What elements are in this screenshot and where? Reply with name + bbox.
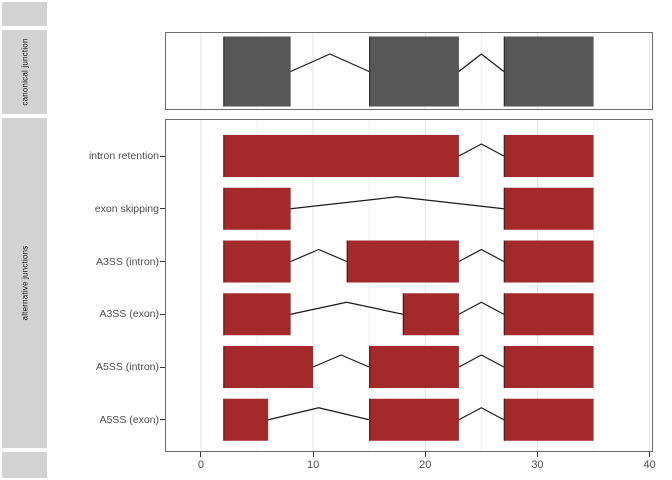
exon-box <box>503 135 594 177</box>
strip-spacer-bottom <box>2 452 47 478</box>
exon-box <box>369 36 459 107</box>
y-tick <box>160 155 165 157</box>
junction-line <box>458 407 505 421</box>
junction-line <box>290 248 347 263</box>
x-tick <box>649 452 651 457</box>
facet-strip-label: canonical junction <box>20 38 29 106</box>
exon-box <box>402 293 459 336</box>
y-axis-label: intron retention <box>88 150 159 162</box>
junction-line <box>458 301 505 315</box>
facet-strip-alternative-junctions: alternative junctions <box>2 118 47 448</box>
exon-box <box>223 135 459 177</box>
strip-spacer-top <box>2 2 47 26</box>
exon-box <box>503 36 594 107</box>
junction-line <box>312 354 370 368</box>
x-tick-label: 40 <box>643 459 656 471</box>
junction-line <box>458 143 505 157</box>
exon-box <box>223 346 314 388</box>
x-tick-label: 20 <box>419 459 432 471</box>
y-axis-label: A3SS (intron) <box>95 255 159 268</box>
exon-box <box>223 293 291 336</box>
x-tick <box>536 452 538 457</box>
junction-line <box>290 53 370 73</box>
x-tick-label: 30 <box>531 459 544 471</box>
panel-canonical-junction <box>165 32 653 110</box>
exon-box <box>223 36 291 107</box>
exon-box <box>223 398 269 441</box>
exon-box <box>503 240 594 283</box>
y-axis-label: A5SS (exon) <box>99 413 159 426</box>
y-axis-label: A5SS (intron) <box>95 361 159 373</box>
x-tick <box>200 452 202 457</box>
junction-line <box>458 354 505 368</box>
panel-border <box>165 119 653 452</box>
x-tick <box>312 452 314 457</box>
junction-line <box>290 301 403 315</box>
y-tick <box>160 208 165 210</box>
panel-alternative-junctions <box>165 119 653 452</box>
junction-line <box>458 53 505 72</box>
junction-line <box>268 407 370 421</box>
exon-box <box>346 240 459 283</box>
facet-strip-canonical-junction: canonical junction <box>2 30 47 114</box>
exon-box <box>503 346 594 388</box>
junction-line <box>290 196 504 210</box>
x-tick-label: 0 <box>197 459 204 471</box>
panel-border <box>165 32 653 110</box>
y-axis-label: exon skipping <box>94 202 159 215</box>
x-tick-label: 10 <box>306 459 320 471</box>
y-tick <box>160 419 165 421</box>
exon-box <box>369 346 459 388</box>
y-tick <box>160 313 165 315</box>
y-tick <box>160 366 165 368</box>
junction-line <box>458 248 505 263</box>
exon-box <box>503 398 594 441</box>
exon-box <box>223 240 291 283</box>
exon-box <box>503 293 594 336</box>
y-tick <box>160 261 165 262</box>
exon-box <box>503 187 594 230</box>
y-axis-label: A3SS (exon) <box>99 308 159 321</box>
exon-box <box>223 187 291 230</box>
facet-strip-label: alternative junctions <box>20 245 29 321</box>
exon-box <box>369 398 459 441</box>
x-tick <box>424 452 426 457</box>
